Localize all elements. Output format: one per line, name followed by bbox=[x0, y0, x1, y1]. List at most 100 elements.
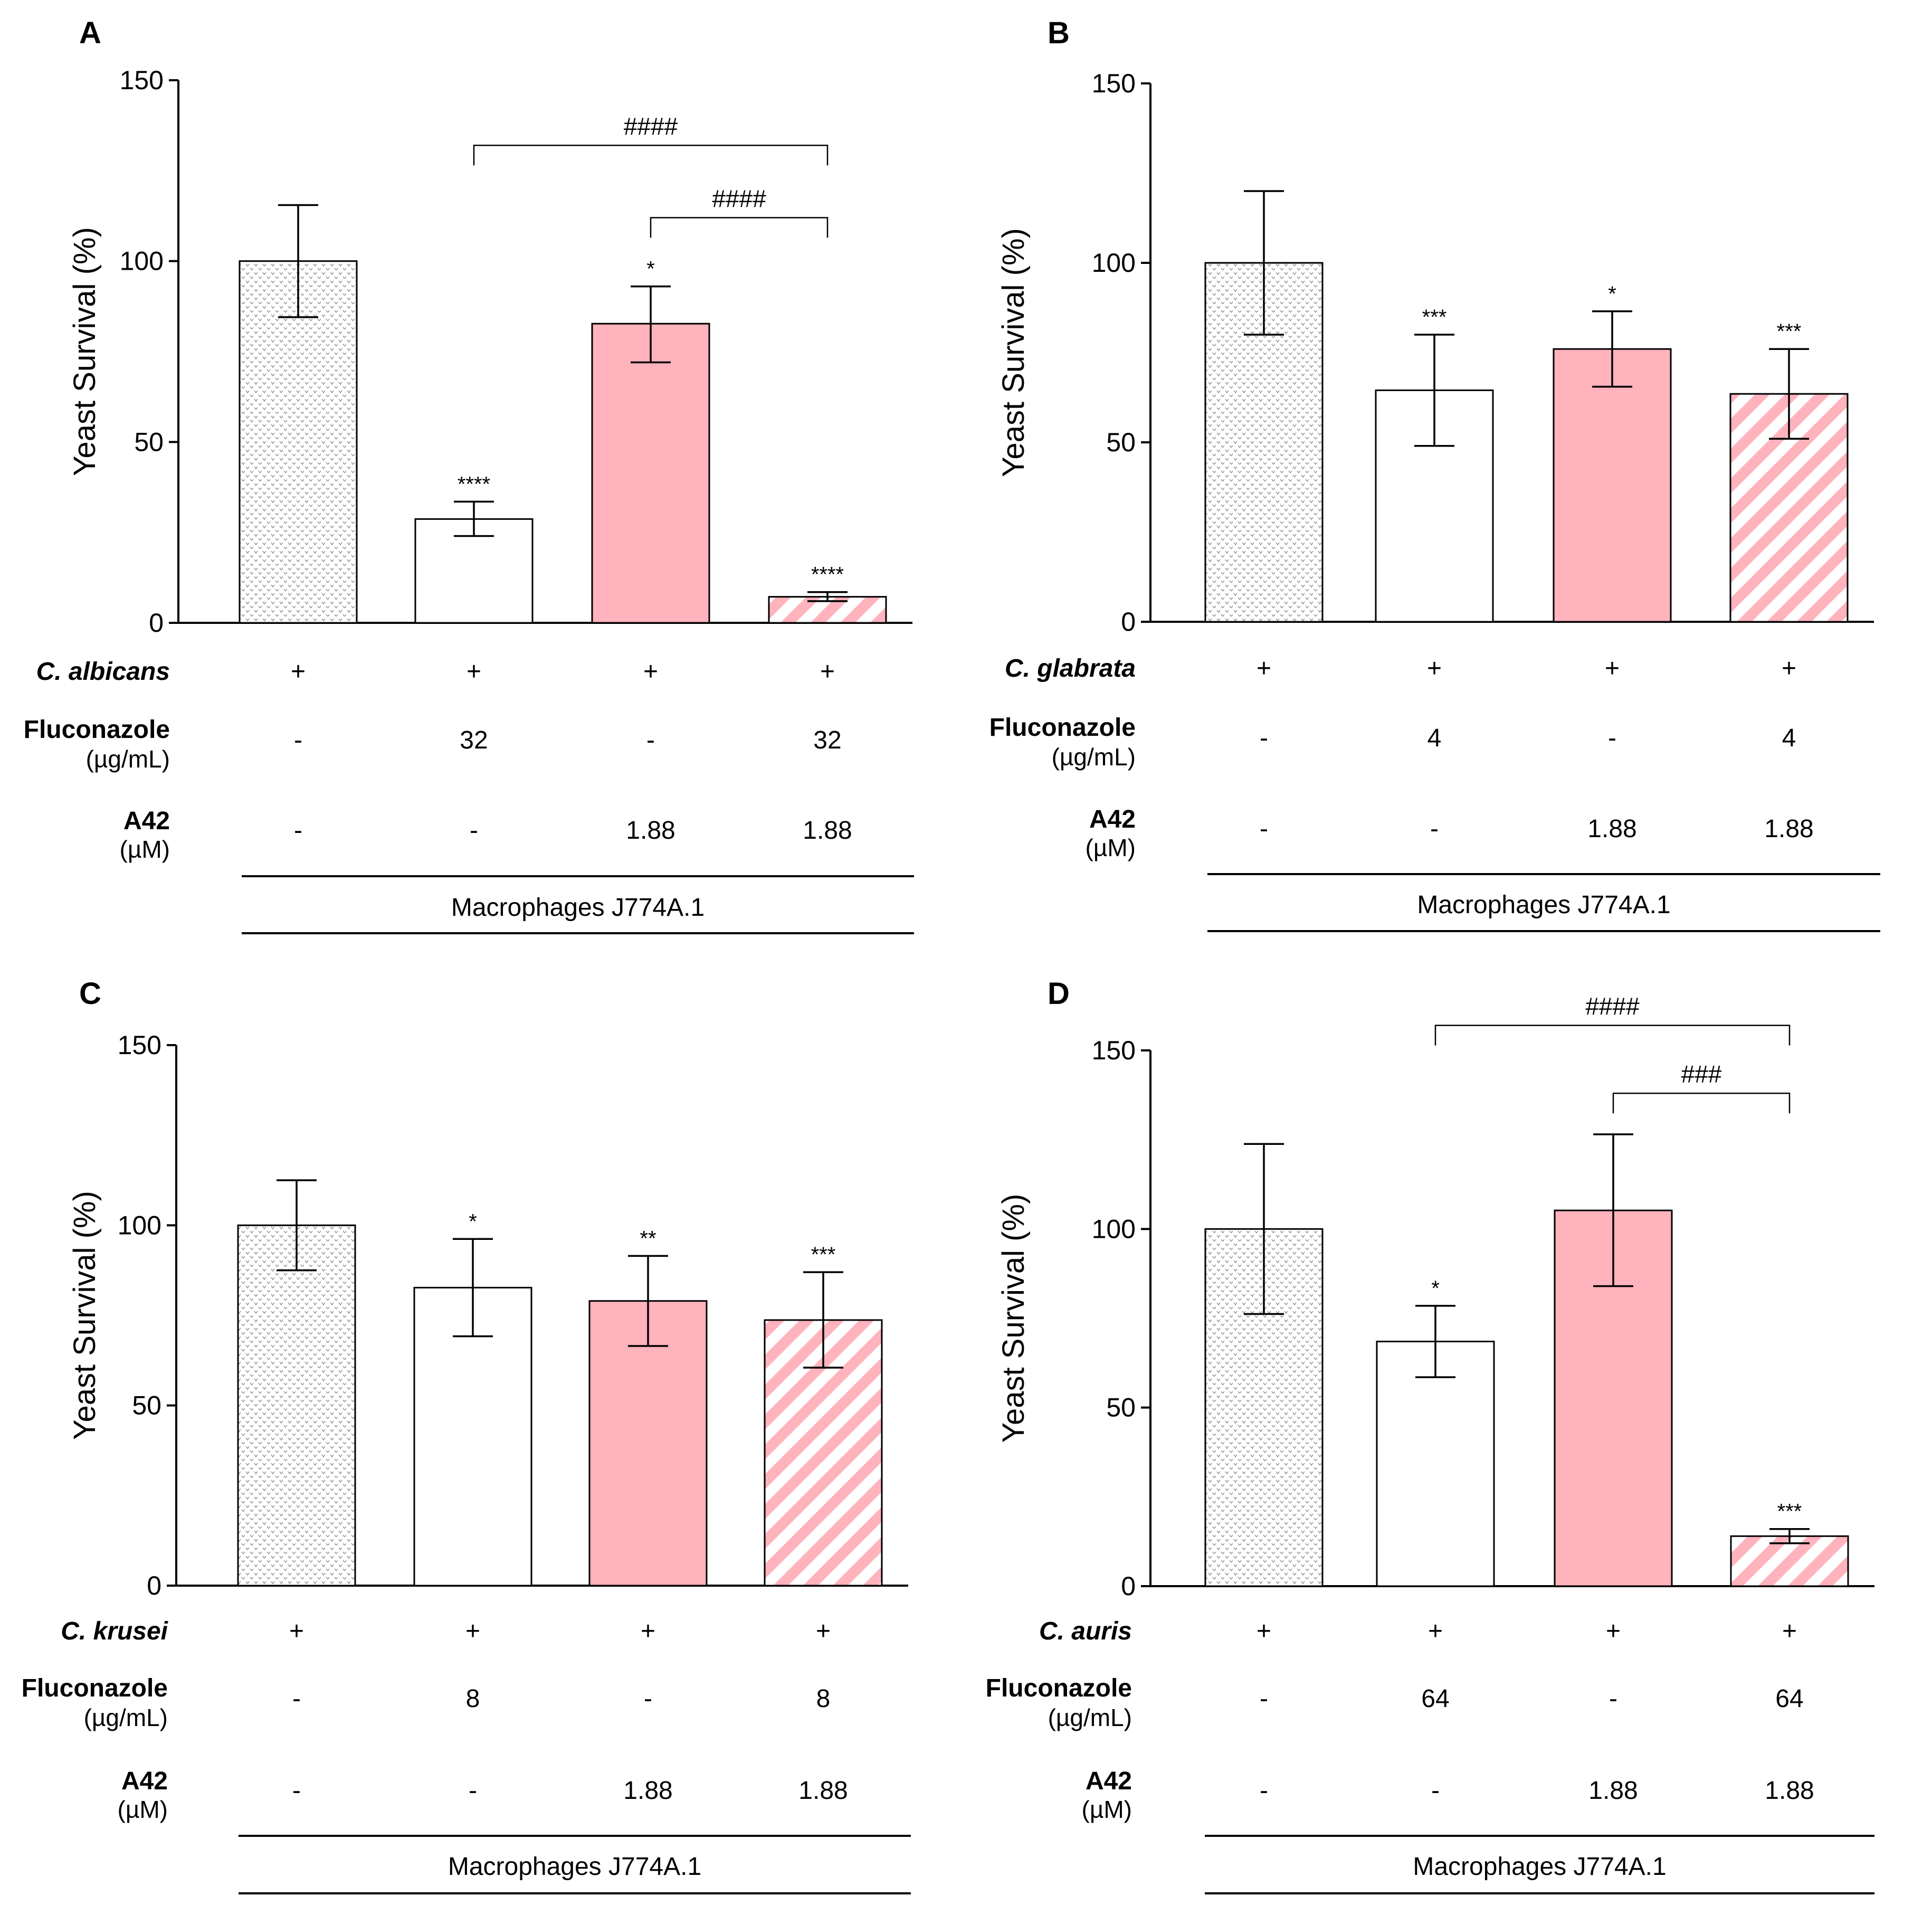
a42-row-value: - bbox=[1260, 1777, 1268, 1805]
significance-label: * bbox=[1431, 1277, 1440, 1300]
bar-control bbox=[237, 1224, 356, 1587]
fluconazole-row-value: 4 bbox=[1427, 724, 1442, 752]
condition-label: Macrophages J774A.1 bbox=[1417, 891, 1670, 919]
y-axis-label: Yeast Survival (%) bbox=[996, 228, 1031, 477]
a42-row-value: 1.88 bbox=[623, 1777, 672, 1805]
panel-letter: D bbox=[1048, 977, 1070, 1011]
a42-row-value: 1.88 bbox=[1588, 1777, 1638, 1805]
significance-label: * bbox=[469, 1210, 477, 1233]
fluconazole-row-value: - bbox=[1608, 724, 1616, 752]
panel-a: A 0 50 100 150 Yeast Survival (%) + - - **** +32 - *… bbox=[24, 16, 914, 934]
y-tick-label: 150 bbox=[1092, 1036, 1136, 1065]
comparison-bracket bbox=[650, 217, 829, 238]
species-row-value: + bbox=[1782, 655, 1796, 682]
species-row-value: + bbox=[465, 1617, 480, 1645]
fluconazole-row-value: - bbox=[644, 1685, 652, 1713]
bracket-label: #### bbox=[712, 185, 766, 212]
panel-b: B 0 50 100 150 Yeast Survival (%) + - - *** +4 - * + -… bbox=[989, 16, 1880, 932]
a42-label: A42 bbox=[123, 807, 170, 835]
fluconazole-label: Fluconazole bbox=[22, 1674, 168, 1702]
y-tick-label: 150 bbox=[118, 1030, 161, 1060]
a42-row-value: 1.88 bbox=[803, 817, 852, 845]
species-label: C. auris bbox=[1039, 1617, 1132, 1645]
a42-unit: (µM) bbox=[118, 1796, 168, 1823]
significance-label: *** bbox=[811, 1243, 836, 1266]
a42-row-value: - bbox=[294, 817, 302, 845]
bar-A42 bbox=[588, 1300, 708, 1587]
a42-label: A42 bbox=[1086, 1767, 1132, 1795]
species-row-value: + bbox=[289, 1617, 304, 1645]
fluconazole-unit: (µg/mL) bbox=[86, 745, 170, 773]
y-tick-label: 100 bbox=[118, 1210, 161, 1240]
bracket-label: ### bbox=[1681, 1060, 1722, 1088]
significance-label: ** bbox=[640, 1227, 656, 1250]
significance-label: *** bbox=[1777, 1500, 1802, 1523]
a42-label: A42 bbox=[1089, 805, 1136, 833]
fluconazole-label: Fluconazole bbox=[24, 716, 170, 744]
species-label: C. albicans bbox=[36, 658, 170, 686]
fluconazole-unit: (µg/mL) bbox=[1048, 1704, 1132, 1731]
y-tick-label: 50 bbox=[132, 1391, 161, 1420]
comparison-bracket bbox=[473, 145, 829, 166]
fluconazole-row-value: - bbox=[1260, 724, 1268, 752]
y-tick-label: 50 bbox=[1106, 428, 1136, 457]
panel-letter: A bbox=[79, 16, 101, 50]
bar-A42 bbox=[591, 323, 710, 624]
fluconazole-row-value: 64 bbox=[1775, 1685, 1803, 1713]
bar-fluconazole bbox=[413, 1286, 532, 1587]
species-row-value: + bbox=[1427, 655, 1442, 682]
a42-row-value: 1.88 bbox=[798, 1777, 848, 1805]
species-row-value: + bbox=[1257, 655, 1271, 682]
fluconazole-label: Fluconazole bbox=[989, 714, 1136, 742]
significance-label: **** bbox=[811, 563, 844, 586]
y-tick-label: 50 bbox=[134, 427, 164, 457]
a42-unit: (µM) bbox=[1086, 834, 1136, 861]
bar-fluconazole bbox=[1376, 1340, 1495, 1587]
species-row-value: + bbox=[820, 658, 835, 686]
a42-row-value: - bbox=[469, 1777, 477, 1805]
y-tick-label: 0 bbox=[1121, 607, 1136, 637]
a42-label: A42 bbox=[121, 1767, 168, 1795]
fluconazole-row-value: 8 bbox=[466, 1685, 480, 1713]
fluconazole-row-value: 32 bbox=[813, 726, 841, 754]
a42-unit: (µM) bbox=[120, 836, 170, 863]
a42-unit: (µM) bbox=[1082, 1796, 1132, 1823]
species-row-value: + bbox=[467, 658, 481, 686]
condition-label: Macrophages J774A.1 bbox=[1413, 1853, 1666, 1881]
bar-fluconazole+A42 bbox=[1730, 1535, 1849, 1587]
fluconazole-row-value: - bbox=[1260, 1685, 1268, 1713]
fluconazole-row-value: 8 bbox=[816, 1685, 831, 1713]
y-tick-label: 0 bbox=[149, 608, 164, 638]
y-tick-label: 50 bbox=[1106, 1393, 1136, 1423]
panel-letter: C bbox=[79, 977, 101, 1011]
species-row-value: + bbox=[291, 658, 306, 686]
fluconazole-unit: (µg/mL) bbox=[84, 1704, 168, 1731]
y-tick-label: 0 bbox=[147, 1571, 161, 1600]
a42-row-value: 1.88 bbox=[1764, 815, 1813, 843]
y-axis-label: Yeast Survival (%) bbox=[996, 1194, 1031, 1443]
a42-row-value: - bbox=[1260, 815, 1268, 843]
species-row-value: + bbox=[1606, 1617, 1621, 1645]
a42-row-value: - bbox=[1431, 1777, 1440, 1805]
a42-row-value: 1.88 bbox=[1765, 1777, 1814, 1805]
species-label: C. glabrata bbox=[1005, 655, 1136, 682]
a42-row-value: 1.88 bbox=[626, 817, 675, 845]
y-tick-label: 100 bbox=[1092, 248, 1136, 278]
comparison-bracket bbox=[1612, 1092, 1791, 1114]
fluconazole-row-value: 64 bbox=[1421, 1685, 1449, 1713]
y-tick-label: 150 bbox=[120, 65, 164, 95]
species-row-value: + bbox=[816, 1617, 831, 1645]
y-tick-label: 0 bbox=[1121, 1571, 1136, 1601]
condition-label: Macrophages J774A.1 bbox=[451, 894, 705, 922]
fluconazole-row-value: - bbox=[646, 726, 655, 754]
fluconazole-row-value: 32 bbox=[460, 726, 488, 754]
panel-letter: B bbox=[1048, 16, 1070, 50]
bar-fluconazole+A42 bbox=[1729, 393, 1849, 623]
bracket-label: #### bbox=[624, 112, 678, 140]
bracket-label: #### bbox=[1585, 993, 1640, 1020]
species-row-value: + bbox=[1257, 1617, 1271, 1645]
comparison-bracket bbox=[1434, 1025, 1791, 1046]
y-tick-label: 150 bbox=[1092, 69, 1136, 98]
y-axis-label: Yeast Survival (%) bbox=[68, 227, 102, 476]
